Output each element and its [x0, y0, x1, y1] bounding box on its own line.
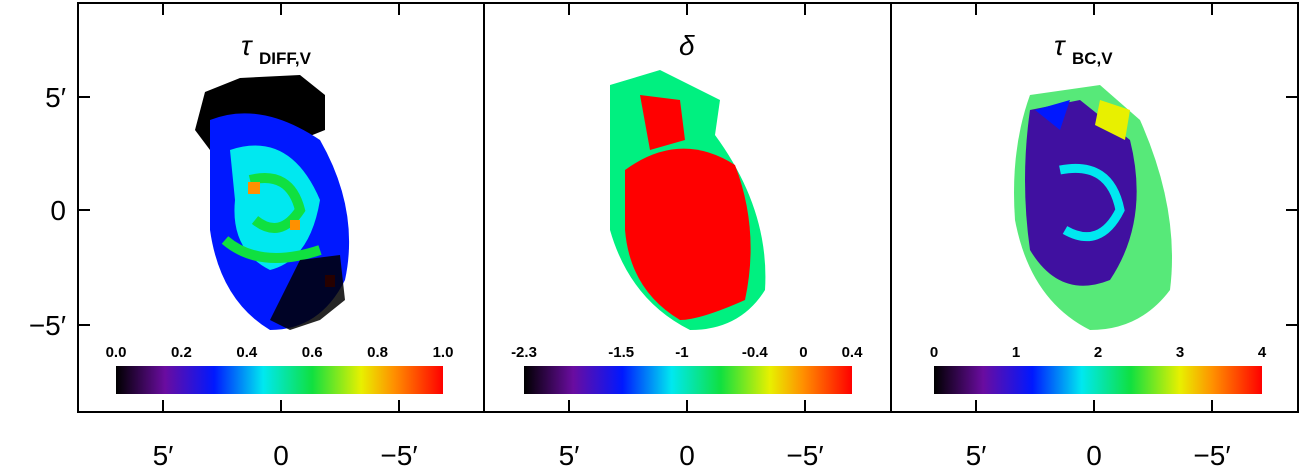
colorbar	[524, 366, 852, 394]
x-tick-label: 0	[679, 440, 695, 469]
colorbar-tick-label: 0.4	[236, 344, 258, 361]
x-tick-label: 5′	[966, 440, 987, 469]
colorbar-tick-label: 2	[1094, 344, 1102, 361]
map-delta	[610, 70, 766, 330]
colorbar-tick-label: 1.0	[433, 344, 454, 361]
map-bc	[1014, 85, 1172, 330]
panel-subtitle: BC,V	[1072, 49, 1113, 68]
colorbar-tick-label: -1.5	[608, 344, 634, 361]
colorbar	[116, 366, 443, 394]
y-tick-label: 5′	[45, 82, 66, 113]
colorbar-tick-label: -0.4	[742, 344, 769, 361]
map-diff	[195, 75, 350, 330]
panel-title: τ	[1054, 30, 1066, 61]
colorbar-tick-label: 0.4	[842, 344, 864, 361]
colorbar-tick-label: 0.0	[106, 344, 127, 361]
panel-title: τ	[241, 30, 253, 61]
x-tick-label: 0	[273, 440, 289, 469]
y-tick-label: 0	[50, 195, 66, 226]
colorbar-tick-label: 0	[930, 344, 938, 361]
x-tick-label: −5′	[786, 440, 823, 469]
colorbar-tick-label: 0.6	[302, 344, 323, 361]
x-tick-label: 0	[1086, 440, 1102, 469]
panel-title: δ	[679, 30, 695, 61]
colorbar-tick-label: 0.8	[367, 344, 388, 361]
x-tick-label: 5′	[559, 440, 580, 469]
colorbar-tick-label: 0.2	[171, 344, 192, 361]
colorbar-tick-label: -2.3	[511, 344, 537, 361]
panel-subtitle: DIFF,V	[259, 49, 312, 68]
x-tick-label: −5′	[380, 440, 417, 469]
x-tick-label: 5′	[153, 440, 174, 469]
colorbar-tick-label: 3	[1176, 344, 1184, 361]
colorbar-tick-label: -1	[675, 344, 688, 361]
colorbar-tick-label: 4	[1258, 344, 1267, 361]
colorbar-tick-label: 0	[799, 344, 807, 361]
colorbar-tick-label: 1	[1012, 344, 1020, 361]
colorbar	[934, 366, 1262, 394]
y-tick-label: −5′	[29, 310, 66, 341]
x-tick-label: −5′	[1193, 440, 1230, 469]
